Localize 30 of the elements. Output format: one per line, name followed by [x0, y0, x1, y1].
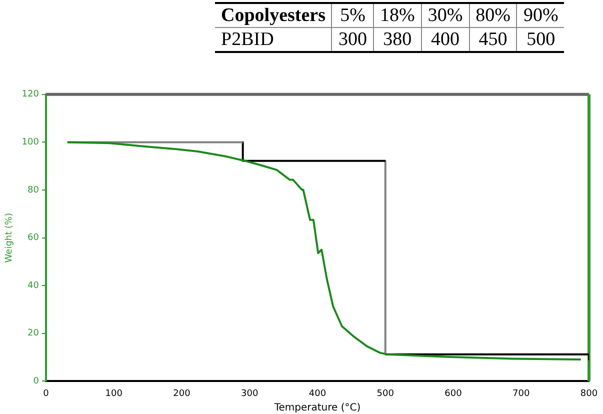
- x-tick-label: 0: [43, 388, 50, 399]
- y-tick-label: 120: [22, 90, 40, 100]
- category-label: 30%: [421, 3, 470, 28]
- data-label: 500: [516, 28, 564, 52]
- text: Copolyesters: [215, 3, 332, 28]
- y-tick-label: 40: [28, 280, 40, 291]
- x-tick-label: 200: [173, 388, 191, 399]
- x-tick-label: 100: [105, 388, 123, 399]
- y-tick-label: 60: [28, 233, 40, 244]
- category-label: 5%: [332, 3, 374, 28]
- data-label: 450: [469, 28, 517, 52]
- data-label: 380: [373, 28, 422, 52]
- text: P2BID: [215, 28, 332, 52]
- y-tick-label: 100: [22, 138, 40, 148]
- category-label: 80%: [469, 3, 517, 28]
- x-tick-label: 400: [308, 388, 326, 399]
- x-tick-label: 300: [241, 388, 258, 399]
- y-tick-label: 0: [33, 376, 40, 387]
- y-axis-title: Weight (%): [4, 212, 15, 263]
- x-tick-label: 600: [444, 388, 462, 399]
- data-label: 300: [332, 28, 374, 52]
- category-label: 90%: [516, 3, 564, 28]
- x-tick-label: 700: [512, 388, 530, 399]
- x-tick-label: 500: [376, 388, 394, 399]
- x-axis-title: Temperature (°C): [273, 402, 361, 414]
- x-tick-label: 800: [580, 388, 598, 399]
- data-label: 400: [421, 28, 470, 52]
- y-tick-label: 20: [28, 328, 40, 339]
- y-tick-label: 80: [28, 185, 40, 196]
- category-label: 18%: [373, 3, 422, 28]
